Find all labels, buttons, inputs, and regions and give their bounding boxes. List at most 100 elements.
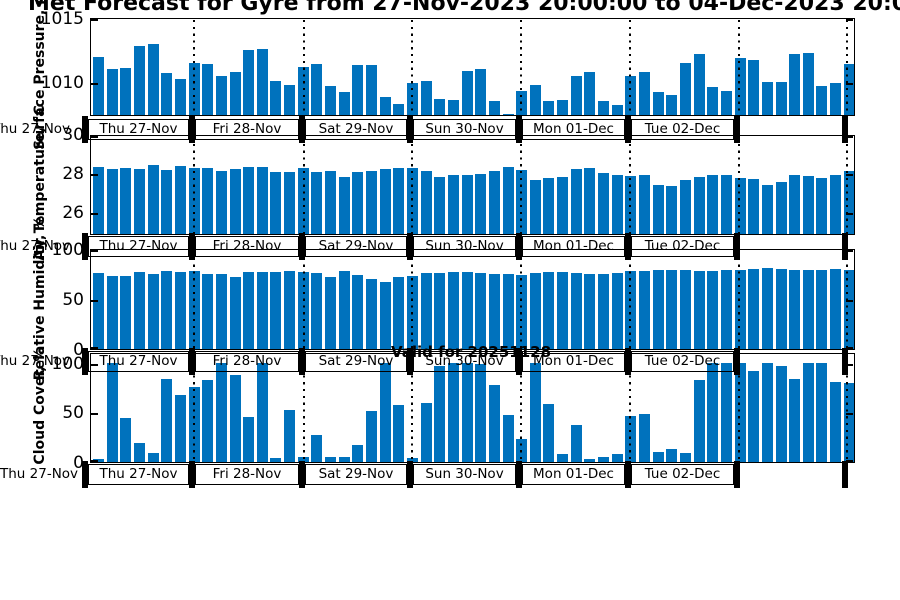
bar [789, 174, 801, 234]
bar [393, 103, 405, 115]
bar [270, 458, 282, 462]
bar [761, 268, 773, 349]
bar [202, 168, 214, 234]
day-tick-separator [625, 461, 631, 488]
x-edge-label: Thu 27-Nov [0, 121, 71, 137]
bar [816, 270, 828, 349]
bar [147, 274, 159, 349]
bar [502, 415, 514, 462]
bar [202, 379, 214, 462]
bar [379, 282, 391, 349]
bar [543, 272, 555, 349]
bar [679, 453, 691, 462]
bar [488, 170, 500, 234]
bar [652, 92, 664, 115]
day-tick-separator [842, 116, 848, 143]
day-label: Thu 27-Nov [88, 351, 189, 372]
bar [639, 414, 650, 462]
day-boundary-gridline [738, 137, 740, 233]
bar [789, 270, 801, 349]
bar [652, 452, 664, 462]
bar [420, 80, 432, 115]
bar [174, 272, 186, 349]
bar [611, 104, 623, 115]
day-boundary-gridline [846, 251, 848, 348]
bar [311, 171, 323, 234]
ytick-label: 100 [51, 353, 84, 374]
bar [270, 272, 282, 349]
bar [93, 167, 104, 234]
bar [133, 46, 145, 115]
day-label: Sat 29-Nov [305, 351, 407, 372]
bar [543, 177, 555, 234]
bar [611, 454, 623, 462]
bar [843, 270, 854, 349]
bar [679, 179, 691, 234]
bar [311, 273, 323, 349]
day-tick-separator [299, 233, 305, 260]
bar [106, 169, 118, 234]
day-boundary-gridline [738, 251, 740, 348]
ytick-mark-left [91, 363, 98, 366]
bar [434, 273, 446, 349]
bar [679, 270, 691, 349]
valid-for-annotation: Valid for 20251128 [390, 343, 552, 361]
ytick-mark-left [91, 347, 98, 349]
bar [434, 98, 446, 115]
bar [830, 174, 842, 234]
bar [734, 57, 746, 115]
bar [270, 80, 282, 115]
bar [270, 171, 282, 234]
day-boundary-gridline [411, 20, 413, 114]
bar [557, 272, 569, 349]
bar [174, 79, 186, 115]
day-boundary-gridline [303, 20, 305, 114]
bar [775, 365, 787, 462]
bar [393, 277, 405, 349]
day-boundary-gridline [193, 20, 195, 114]
bar [393, 168, 405, 234]
day-boundary-gridline [629, 251, 631, 348]
day-boundary-gridline [193, 137, 195, 233]
bar [830, 83, 842, 115]
bar [366, 410, 377, 462]
bar [720, 174, 732, 234]
day-label: Sun 30-Nov [413, 119, 516, 140]
day-tick-separator [189, 348, 195, 375]
bar [666, 185, 678, 234]
bar [338, 271, 350, 349]
bar [379, 362, 391, 462]
day-tick-separator [734, 461, 740, 488]
subplot-3-axes [90, 249, 855, 350]
ytick-mark-right [846, 19, 853, 22]
day-tick-separator [299, 116, 305, 143]
bar [843, 170, 854, 234]
bar [789, 53, 801, 115]
day-label: Fri 28-Nov [195, 119, 299, 140]
ytick-mark-right [846, 300, 853, 302]
bar [802, 362, 814, 462]
bar [707, 271, 719, 349]
bar [229, 374, 241, 462]
bar [338, 92, 350, 115]
day-label: Sun 30-Nov [413, 351, 516, 372]
ytick-mark-left [91, 250, 98, 252]
bar [447, 362, 459, 462]
bar [106, 362, 118, 462]
bar [256, 272, 268, 349]
day-boundary-gridline [846, 20, 848, 114]
day-tick-separator [842, 348, 848, 375]
day-label: Sat 29-Nov [305, 236, 407, 257]
bar [611, 174, 623, 234]
day-boundary-gridline [738, 355, 740, 461]
bar [639, 174, 650, 234]
ytick-mark-right [846, 347, 853, 349]
bar [720, 362, 732, 462]
bar [584, 274, 596, 349]
subplot-4-axes [90, 353, 855, 463]
day-tick-separator [407, 348, 413, 375]
day-label: Mon 01-Dec [522, 464, 625, 485]
day-tick-separator [82, 116, 88, 143]
bar [488, 384, 500, 462]
bar [120, 418, 132, 462]
